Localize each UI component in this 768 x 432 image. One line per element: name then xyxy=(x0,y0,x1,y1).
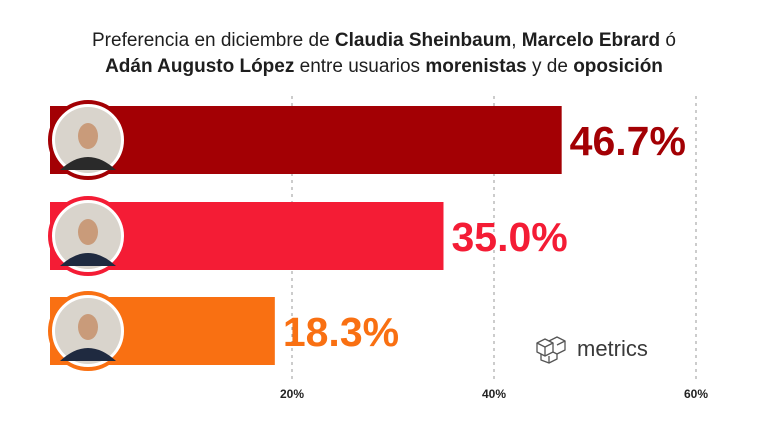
bar xyxy=(50,106,562,174)
avatar-face xyxy=(78,314,98,340)
title-segment: Preferencia en diciembre de xyxy=(92,30,335,51)
avatar xyxy=(48,100,128,180)
title-segment: Adán Augusto López xyxy=(105,56,295,77)
x-tick-label: 40% xyxy=(482,387,506,401)
title-segment: , xyxy=(511,30,522,51)
avatar-shoulders xyxy=(60,253,116,266)
title-segment: y de xyxy=(526,56,574,77)
value-label: 35.0% xyxy=(452,214,568,260)
value-label: 18.3% xyxy=(283,309,399,355)
title-segment: ó xyxy=(660,30,676,51)
logo-text: metrics xyxy=(577,336,648,361)
title-segment: morenistas xyxy=(425,56,527,77)
metrics-logo: metrics xyxy=(533,332,648,366)
chart-title: Preferencia en diciembre de Claudia Shei… xyxy=(0,28,768,80)
title-line-1: Preferencia en diciembre de Claudia Shei… xyxy=(0,28,768,54)
avatar-shoulders xyxy=(60,157,116,170)
title-line-2: Adán Augusto López entre usuarios moreni… xyxy=(0,54,768,80)
cube-grid-icon xyxy=(536,336,566,364)
title-segment: Claudia Sheinbaum xyxy=(334,30,512,51)
title-segment: Marcelo Ebrard xyxy=(521,30,661,51)
x-tick-label: 20% xyxy=(280,387,304,401)
avatar xyxy=(48,196,128,276)
x-tick-label: 60% xyxy=(684,387,708,401)
avatar-face xyxy=(78,219,98,245)
avatar-face xyxy=(78,123,98,149)
title-segment: oposición xyxy=(573,56,663,77)
avatar-shoulders xyxy=(60,348,116,361)
value-label: 46.7% xyxy=(570,118,686,164)
title-segment: entre usuarios xyxy=(294,56,426,77)
avatar xyxy=(48,291,128,371)
